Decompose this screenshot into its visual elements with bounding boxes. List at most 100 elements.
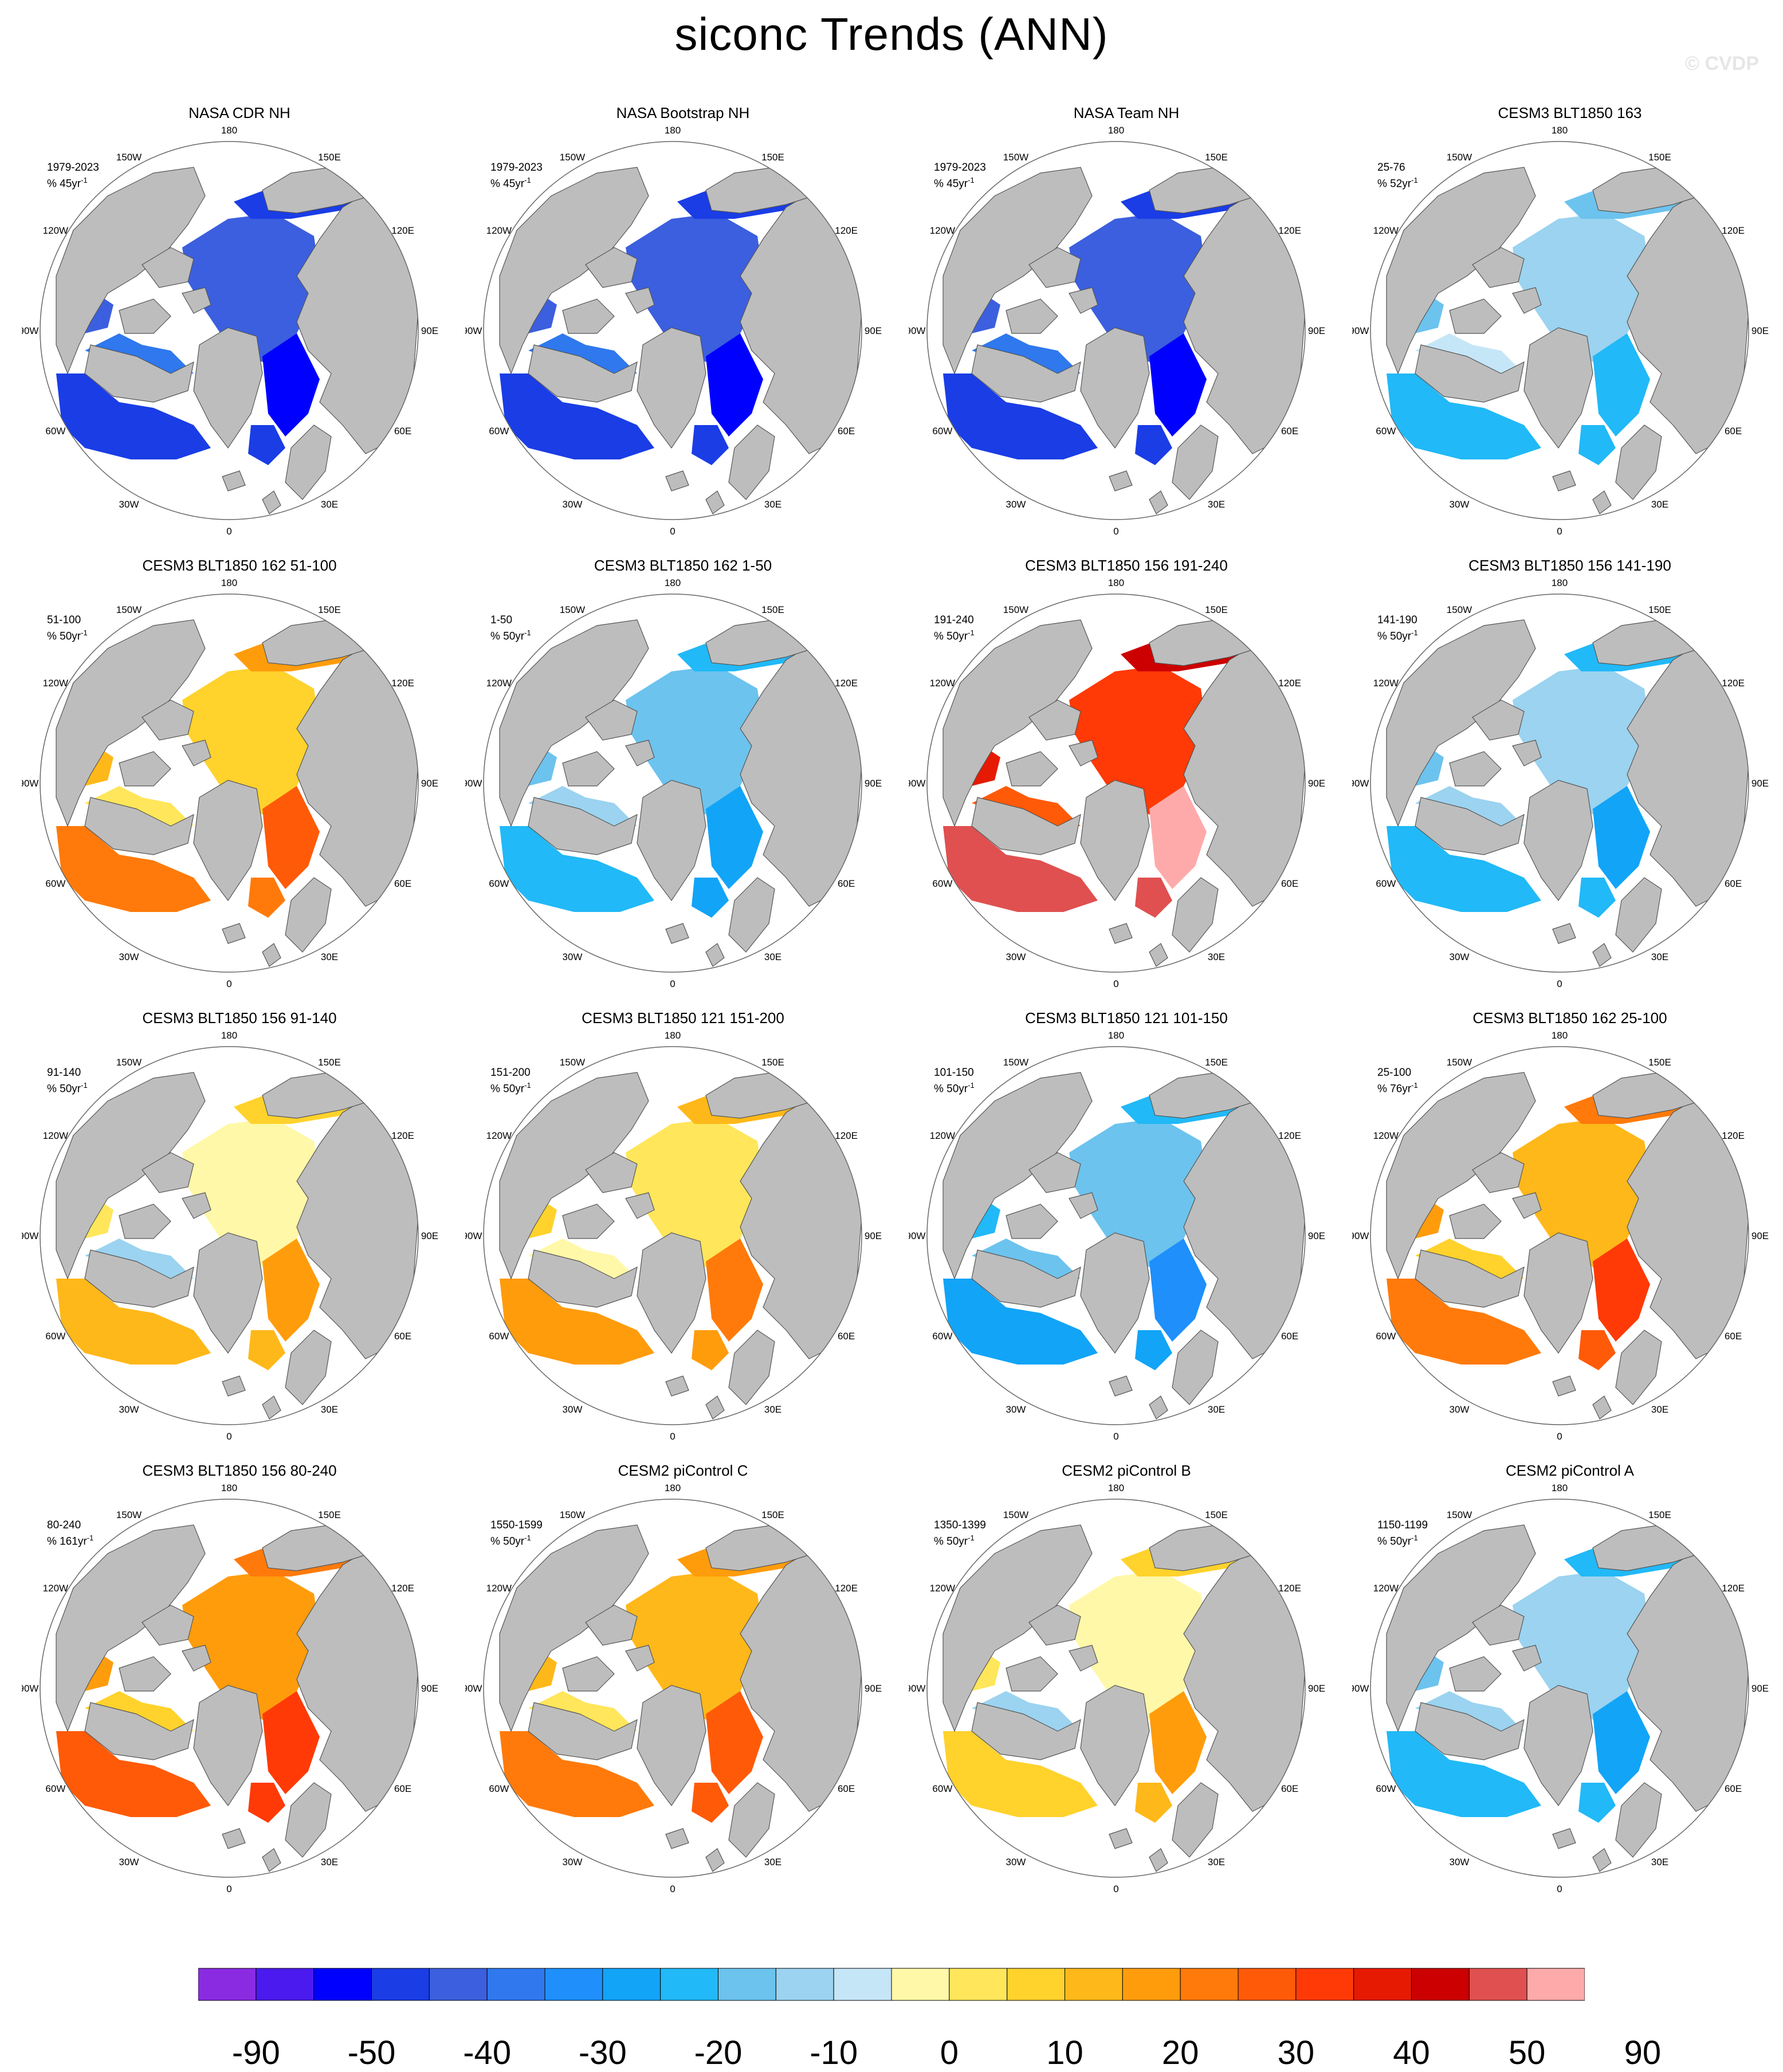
land-mass <box>528 344 638 403</box>
sea-ice-trend-region <box>943 1279 1098 1365</box>
sea-ice-trend-region <box>56 373 211 459</box>
land-mass <box>1552 1375 1576 1397</box>
longitude-label: 180 <box>665 1030 681 1041</box>
land-mass <box>1592 1848 1612 1872</box>
land-mass <box>84 1249 194 1308</box>
map-boundary <box>40 1499 419 1878</box>
longitude-label: 150W <box>560 1509 585 1520</box>
land-mass <box>182 1645 211 1672</box>
colorbar-swatch <box>256 1968 315 2001</box>
land-mass <box>1472 247 1525 288</box>
land-mass <box>119 298 171 334</box>
longitude-label: 90E <box>421 778 438 789</box>
sea-ice-trend-region <box>692 878 729 918</box>
longitude-label: 150W <box>116 1509 142 1520</box>
sea-ice-trend-region <box>1415 1691 1524 1731</box>
colorbar-swatch <box>1353 1968 1412 2001</box>
longitude-label: 90W <box>22 1230 38 1241</box>
longitude-label: 60W <box>932 1331 952 1342</box>
longitude-label: 30W <box>563 1857 583 1867</box>
longitude-label: 60W <box>1376 878 1396 889</box>
land-mass <box>1109 1828 1133 1849</box>
land-mass <box>1552 470 1576 492</box>
longitude-label: 120E <box>1278 1130 1301 1141</box>
period-label: 1-50% 50yr-1 <box>490 614 531 643</box>
polar-map: 0 30E 60E 90E 120E 150E 180 150W 120W 90W 60W 30W <box>22 1483 438 1894</box>
longitude-label: 0 <box>1557 1884 1562 1894</box>
sea-ice-trend-region <box>500 373 654 459</box>
sea-ice-trend-region <box>1593 786 1650 889</box>
longitude-label: 150E <box>318 1509 341 1520</box>
longitude-label: 180 <box>221 577 237 588</box>
land-mass <box>1615 1782 1662 1858</box>
colorbar-swatch <box>949 1968 1008 2001</box>
panel-title: CESM3 BLT1850 162 1-50 <box>594 557 772 574</box>
colorbar-swatch <box>1007 1968 1065 2001</box>
land-mass <box>705 490 725 514</box>
land-mass <box>1109 470 1133 492</box>
longitude-label: 30W <box>1450 952 1470 962</box>
land-mass <box>625 1645 655 1672</box>
longitude-label: 180 <box>1108 577 1124 588</box>
panel-title: CESM3 BLT1850 162 25-100 <box>1472 1009 1667 1027</box>
longitude-label: 60W <box>932 426 952 437</box>
panel-title: CESM3 BLT1850 156 191-240 <box>1025 557 1228 574</box>
longitude-label: 90W <box>465 1230 482 1241</box>
sea-ice-trend-region <box>85 1691 194 1731</box>
sea-ice-trend-region <box>972 786 1081 826</box>
land-mass <box>1006 298 1058 334</box>
sea-ice-trend-region <box>1578 1783 1616 1823</box>
map-boundary <box>926 1499 1306 1878</box>
polar-map: 0 30E 60E 90E 120E 150E 180 150W 120W 90W 60W 30W <box>465 1030 882 1442</box>
longitude-label: 60E <box>394 878 411 889</box>
longitude-label: 60W <box>932 1783 952 1794</box>
sea-ice-trend-region <box>182 1571 320 1720</box>
polar-map: 0 30E 60E 90E 120E 150E 180 150W 120W 90W 60W 30W <box>909 125 1325 537</box>
longitude-label: 60E <box>1281 878 1298 889</box>
land-mass <box>1592 943 1612 967</box>
land-mass <box>1415 344 1525 403</box>
longitude-label: 150W <box>116 1057 142 1068</box>
land-mass <box>1415 1249 1525 1308</box>
land-mass <box>528 1702 638 1760</box>
land-mass <box>285 1330 332 1405</box>
longitude-label: 60W <box>489 426 509 437</box>
longitude-label: 120E <box>391 1583 414 1594</box>
sea-ice-trend-region <box>1149 1691 1207 1794</box>
sea-ice-trend-region <box>1135 425 1172 465</box>
land-mass <box>84 1702 194 1760</box>
longitude-label: 120W <box>1373 678 1399 689</box>
land-mass <box>1523 1232 1593 1354</box>
longitude-label: 30W <box>1006 499 1026 510</box>
longitude-label: 150W <box>1003 152 1028 163</box>
land-mass <box>142 699 194 741</box>
sea-ice-trend-region <box>626 213 763 362</box>
longitude-label: 90E <box>421 325 438 336</box>
map-panel: CESM3 BLT1850 156 91-140 0 30E 60E 90E 120E 15… <box>22 1009 457 1462</box>
colorbar <box>198 1968 1585 2001</box>
land-mass <box>665 470 689 492</box>
longitude-label: 30E <box>764 1857 781 1867</box>
longitude-label: 30E <box>1651 952 1668 962</box>
longitude-label: 30E <box>764 1404 781 1415</box>
period-label: 1150-1199% 50yr-1 <box>1377 1519 1428 1548</box>
sea-ice-trend-region <box>972 333 1081 373</box>
period-label: 141-190% 50yr-1 <box>1377 614 1418 643</box>
longitude-label: 90E <box>1751 778 1769 789</box>
polar-map: 0 30E 60E 90E 120E 150E 180 150W 120W 90W 60W 30W <box>465 1483 882 1894</box>
land-mass <box>193 1232 263 1354</box>
land-mass <box>182 1192 211 1219</box>
sea-ice-trend-region <box>626 666 763 815</box>
land-mass <box>728 1330 775 1405</box>
land-mass <box>562 1656 615 1692</box>
longitude-label: 0 <box>670 1431 675 1442</box>
longitude-label: 150E <box>1205 152 1228 163</box>
longitude-label: 180 <box>665 577 681 588</box>
longitude-label: 150E <box>761 1057 784 1068</box>
sea-ice-trend-region <box>85 1239 194 1279</box>
land-mass <box>971 1249 1081 1308</box>
longitude-label: 150W <box>1447 1509 1472 1520</box>
land-mass <box>1109 923 1133 944</box>
polar-map: 0 30E 60E 90E 120E 150E 180 150W 120W 90W 60W 30W <box>22 1030 438 1442</box>
land-mass <box>705 1395 725 1420</box>
